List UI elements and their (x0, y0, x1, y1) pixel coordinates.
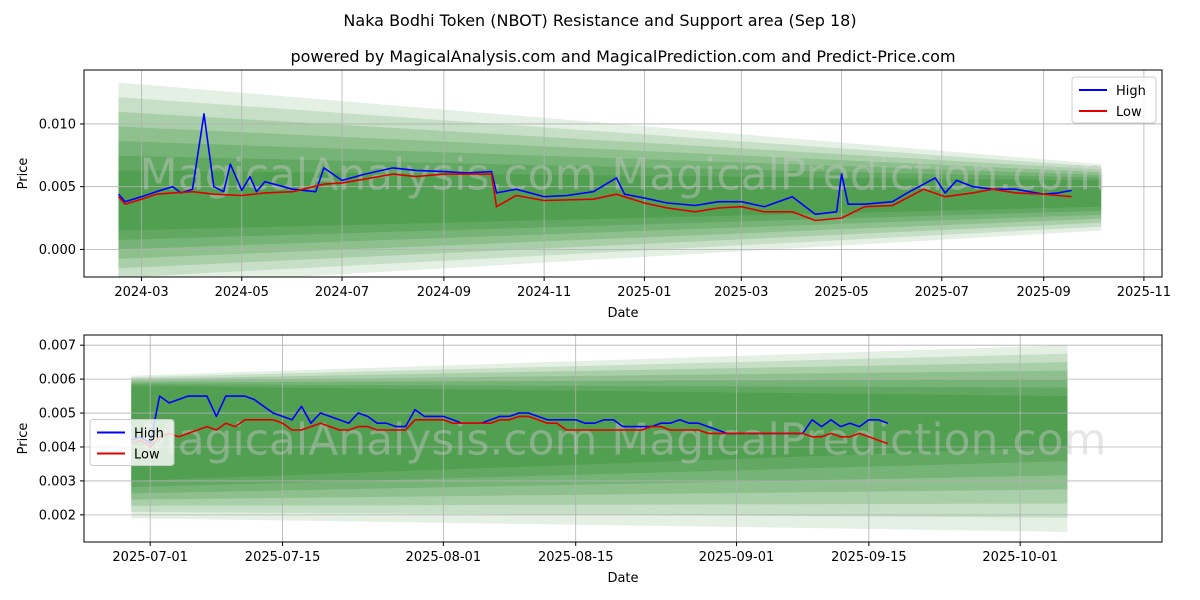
legend-label-high: High (134, 427, 164, 442)
forecast-band (131, 379, 1068, 494)
plot-area: MagicalAnalysis.com MagicalPrediction.co… (84, 70, 1162, 277)
y-tick-label: 0.003 (39, 474, 76, 489)
chart-top: MagicalAnalysis.com MagicalPrediction.co… (16, 69, 1171, 321)
plot-area: MagicalAnalysis.com MagicalPrediction.co… (84, 335, 1162, 542)
x-tick-label: 2025-08-15 (538, 550, 614, 565)
x-tick-label: 2025-07 (915, 285, 969, 300)
forecast-band (118, 155, 1102, 240)
x-tick-label: 2024-07 (315, 285, 369, 300)
x-tick-label: 2025-08-01 (406, 550, 482, 565)
axes-frame (83, 69, 1163, 278)
legend-label-low: Low (134, 448, 160, 463)
series-line-high (117, 113, 1072, 216)
forecast-band (131, 370, 1068, 500)
chart-bottom: MagicalAnalysis.com MagicalPrediction.co… (16, 334, 1163, 586)
forecast-band (131, 384, 1068, 488)
series-line-low (131, 415, 889, 448)
forecast-band (118, 126, 1102, 259)
watermark: MagicalAnalysis.com MagicalPrediction.co… (140, 415, 1107, 466)
y-tick-label: 0.000 (39, 243, 76, 258)
forecast-band (131, 362, 1068, 506)
y-tick-label: 0.004 (39, 440, 76, 455)
x-tick-label: 2025-07-01 (112, 550, 188, 565)
y-tick-label: 0.010 (39, 117, 76, 132)
forecast-band (131, 353, 1068, 518)
figure-title: Naka Bodhi Token (NBOT) Resistance and S… (343, 11, 856, 30)
forecast-band (118, 111, 1102, 269)
series-line-low (117, 173, 1072, 222)
x-axis-label: Date (607, 306, 638, 321)
watermark: MagicalAnalysis.com MagicalPrediction.co… (140, 150, 1107, 201)
y-tick-label: 0.006 (39, 373, 76, 388)
x-tick-label: 2024-09 (417, 285, 471, 300)
axes-frame (83, 334, 1163, 543)
y-tick-label: 0.002 (39, 508, 76, 523)
forecast-band (131, 385, 1068, 481)
x-tick-label: 2025-09-15 (831, 550, 907, 565)
legend-label-high: High (1116, 84, 1146, 99)
x-tick-label: 2025-05 (814, 285, 868, 300)
forecast-band (118, 82, 1102, 277)
y-tick-label: 0.007 (39, 339, 76, 354)
y-tick-label: 0.005 (39, 407, 76, 422)
x-tick-label: 2025-01 (617, 285, 671, 300)
figure-subtitle: powered by MagicalAnalysis.com and Magic… (290, 47, 955, 66)
x-tick-label: 2024-11 (517, 285, 571, 300)
x-tick-label: 2025-07-15 (245, 550, 321, 565)
legend-label-low: Low (1116, 105, 1142, 120)
legend: High Low (1071, 76, 1157, 124)
legend: High Low (89, 419, 175, 466)
x-tick-label: 2024-05 (215, 285, 269, 300)
y-axis-label: Price (16, 158, 31, 190)
forecast-band (118, 97, 1102, 277)
x-tick-label: 2025-03 (714, 285, 768, 300)
x-tick-label: 2025-10-01 (982, 550, 1058, 565)
forecast-band (118, 170, 1102, 231)
x-tick-label: 2025-09 (1017, 285, 1071, 300)
x-axis-label: Date (607, 571, 638, 586)
x-tick-label: 2025-11 (1117, 285, 1171, 300)
x-tick-label: 2024-03 (114, 285, 168, 300)
y-axis-label: Price (16, 423, 31, 455)
y-tick-label: 0.005 (39, 180, 76, 195)
x-tick-label: 2025-09-01 (699, 550, 775, 565)
forecast-band (131, 345, 1068, 532)
